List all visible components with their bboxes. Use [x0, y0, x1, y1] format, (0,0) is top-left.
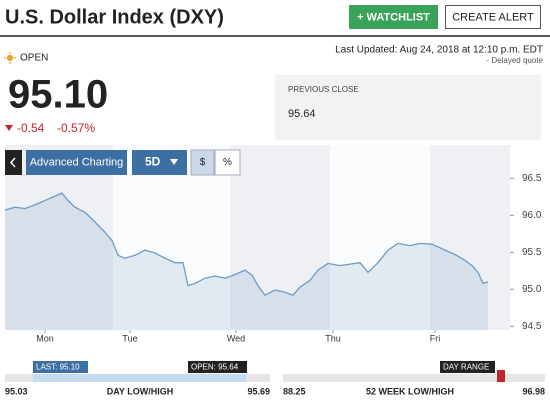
- range-label: DAY LOW/HIGH: [107, 386, 174, 396]
- range-label: 52 WEEK LOW/HIGH: [366, 386, 454, 396]
- back-button[interactable]: [5, 150, 22, 175]
- day-band: [5, 145, 113, 330]
- range-fill: [33, 374, 246, 382]
- day-band: [230, 145, 330, 330]
- alert-button-label[interactable]: CREATE ALERT: [452, 11, 534, 23]
- market-status: OPEN: [20, 53, 48, 64]
- back-icon[interactable]: [9, 157, 16, 168]
- watchlist-button-label[interactable]: + WATCHLIST: [357, 11, 430, 23]
- dollar-label[interactable]: $: [200, 157, 206, 168]
- x-tick-label: Thu: [325, 333, 341, 343]
- alert-button[interactable]: [445, 5, 541, 29]
- week52-range: DAY RANGE 88.25 52 WEEK LOW/HIGH 96.98: [283, 361, 545, 396]
- percent-button[interactable]: [214, 149, 241, 176]
- chart: 96.5 96.0 95.5 95.0 94.5 Mon Tue Wed Thu Fri: [4, 145, 542, 343]
- range-low: 95.03: [5, 386, 28, 396]
- percent-label[interactable]: %: [223, 157, 232, 168]
- previous-close: 95.64: [288, 108, 316, 120]
- down-arrow: [5, 125, 13, 131]
- x-tick-label: Mon: [36, 333, 54, 343]
- last-tag-label: LAST: 95.10: [36, 363, 80, 372]
- period-label[interactable]: 5D: [145, 155, 161, 169]
- day-band: [430, 145, 510, 330]
- change: -0.54: [17, 121, 45, 135]
- area-fill: [5, 193, 488, 330]
- range-tag: [440, 361, 495, 373]
- sun-icon: [4, 52, 16, 64]
- dropdown-icon[interactable]: [170, 159, 178, 165]
- x-tick-label: Fri: [430, 333, 441, 343]
- x-tick-label: Wed: [227, 333, 245, 343]
- y-tick-label: 94.5: [522, 321, 542, 332]
- previous-close-box: [275, 75, 541, 140]
- range-high: 96.98: [522, 386, 545, 396]
- y-tick-label: 95.0: [522, 284, 542, 295]
- day-range: LAST: 95.10 OPEN: 95.64 95.03 DAY LOW/HI…: [5, 361, 270, 396]
- range-high: 95.69: [247, 386, 270, 396]
- range-track: [283, 374, 545, 382]
- open-tag-label: OPEN: 95.64: [191, 363, 239, 372]
- page-title: U.S. Dollar Index (DXY): [5, 6, 224, 28]
- watchlist-button[interactable]: [349, 5, 438, 29]
- y-tick-label: 96.5: [522, 173, 542, 184]
- period-button[interactable]: [132, 150, 187, 175]
- last-updated: Last Updated: Aug 24, 2018 at 12:10 p.m.…: [335, 45, 543, 56]
- last-tag: [33, 361, 88, 373]
- range-marker: [497, 370, 505, 382]
- range-low: 88.25: [283, 386, 306, 396]
- y-tick-label: 96.0: [522, 210, 542, 221]
- range-tag-label: DAY RANGE: [443, 363, 489, 372]
- x-tick-label: Tue: [122, 333, 137, 343]
- dollar-button[interactable]: [190, 149, 215, 176]
- price: 95.10: [8, 73, 108, 117]
- advanced-charting-label[interactable]: Advanced Charting: [30, 156, 124, 168]
- change-percent: -0.57%: [57, 121, 95, 135]
- delay-note: - Delayed quote: [487, 56, 544, 65]
- open-tag: [188, 361, 247, 373]
- previous-close-label: PREVIOUS CLOSE: [288, 85, 359, 94]
- price-line: [4, 192, 489, 297]
- y-tick-label: 95.5: [522, 247, 542, 258]
- advanced-charting-button[interactable]: [26, 150, 127, 175]
